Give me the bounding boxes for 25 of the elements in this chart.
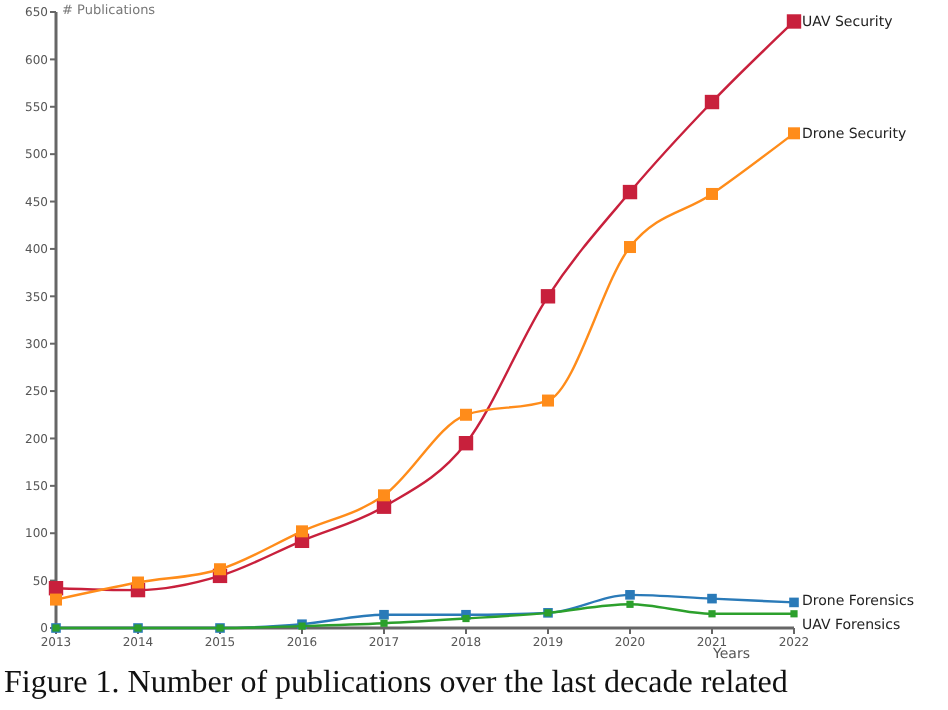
point xyxy=(380,619,388,627)
point xyxy=(625,590,635,600)
point xyxy=(708,610,716,618)
point xyxy=(132,576,144,589)
point xyxy=(540,289,556,304)
point xyxy=(624,241,636,254)
point xyxy=(707,593,717,604)
point xyxy=(626,600,634,608)
caption: Figure 1. Number of publications over the last decade related xyxy=(4,666,788,700)
point xyxy=(379,609,389,620)
point xyxy=(458,436,474,451)
point xyxy=(704,94,720,110)
point xyxy=(460,408,472,421)
point xyxy=(296,525,308,538)
point xyxy=(789,597,799,608)
point xyxy=(214,563,226,576)
point xyxy=(622,184,638,200)
point xyxy=(50,593,62,606)
point xyxy=(706,187,718,200)
point xyxy=(786,14,802,29)
point xyxy=(790,610,798,618)
point xyxy=(462,614,470,623)
point xyxy=(788,127,800,140)
point xyxy=(378,489,390,502)
point xyxy=(542,394,554,407)
